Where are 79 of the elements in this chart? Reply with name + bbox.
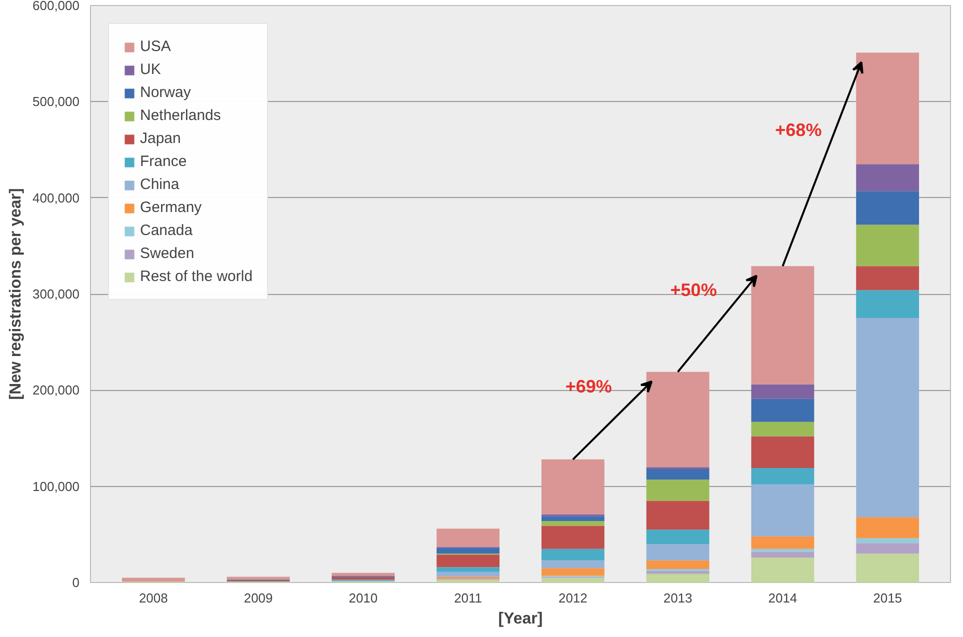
bar <box>646 469 710 480</box>
legend-label: China <box>140 176 180 193</box>
bar <box>122 578 185 582</box>
bar <box>541 526 604 549</box>
x-tick-label: 2010 <box>348 590 378 606</box>
x-tick-label: 2013 <box>663 590 692 606</box>
x-tick-label: 2009 <box>244 590 273 606</box>
bar <box>856 266 920 290</box>
bar <box>751 484 814 536</box>
bar <box>541 578 604 582</box>
x-tick-label: 2015 <box>873 590 902 606</box>
legend-label: Canada <box>140 222 193 239</box>
bar <box>856 318 920 518</box>
bar <box>436 580 500 582</box>
legend-label: Sweden <box>140 245 194 262</box>
y-tick-label: 400,000 <box>32 190 80 206</box>
bar <box>646 500 710 530</box>
bar <box>436 572 500 577</box>
legend-label: Germany <box>140 199 202 216</box>
bar <box>856 224 920 266</box>
y-tick-label: 0 <box>72 575 80 590</box>
bar <box>646 574 710 582</box>
x-tick-label: 2011 <box>454 590 482 606</box>
bar <box>751 557 814 582</box>
y-tick-label: 300,000 <box>32 286 80 302</box>
bar <box>856 164 920 192</box>
bar <box>856 517 920 538</box>
bar <box>751 384 814 399</box>
bar <box>646 480 710 501</box>
bar <box>541 516 604 521</box>
bar <box>541 568 604 576</box>
x-tick-label: 2012 <box>558 590 588 606</box>
bar <box>436 528 500 547</box>
annotation: +50% <box>670 280 717 300</box>
y-axis-title: [New registrations per year] <box>8 188 25 400</box>
bar <box>856 290 920 318</box>
bar <box>646 570 710 574</box>
bar <box>646 530 710 544</box>
legend-label: Rest of the world <box>140 268 253 285</box>
bar <box>751 552 814 558</box>
bar <box>751 468 814 484</box>
bar <box>751 398 814 422</box>
y-tick-label: 100,000 <box>32 478 80 494</box>
bar <box>646 544 710 560</box>
bar <box>856 191 920 225</box>
annotation: +68% <box>775 120 822 140</box>
bar <box>856 543 920 554</box>
x-axis-title: [Year] <box>498 610 543 628</box>
bar <box>856 554 920 582</box>
legend-label: UK <box>140 61 161 78</box>
y-tick-label: 200,000 <box>32 382 80 398</box>
bar <box>646 560 710 570</box>
legend-label: Japan <box>140 130 181 147</box>
bar <box>646 372 710 468</box>
bar <box>332 572 395 576</box>
legend-label: USA <box>140 38 171 55</box>
bar <box>436 554 500 568</box>
bar <box>541 520 604 526</box>
bar <box>856 52 920 164</box>
bar <box>751 436 814 468</box>
bar <box>751 422 814 436</box>
bar <box>541 459 604 514</box>
x-tick-label: 2008 <box>138 590 168 606</box>
legend-label: France <box>140 153 187 170</box>
bar <box>226 576 290 580</box>
bar <box>436 548 500 554</box>
bar <box>751 536 814 549</box>
bar <box>541 560 604 568</box>
bar <box>436 567 500 572</box>
bar <box>751 266 814 384</box>
y-tick-label: 500,000 <box>32 94 80 110</box>
bar <box>332 576 395 580</box>
legend-label: Netherlands <box>140 107 221 124</box>
x-tick-label: 2014 <box>768 590 798 606</box>
legend-label: Norway <box>140 84 191 101</box>
bar <box>541 548 604 560</box>
annotation: +69% <box>565 376 612 396</box>
y-tick-label: 600,000 <box>32 0 80 13</box>
bar <box>856 538 920 544</box>
